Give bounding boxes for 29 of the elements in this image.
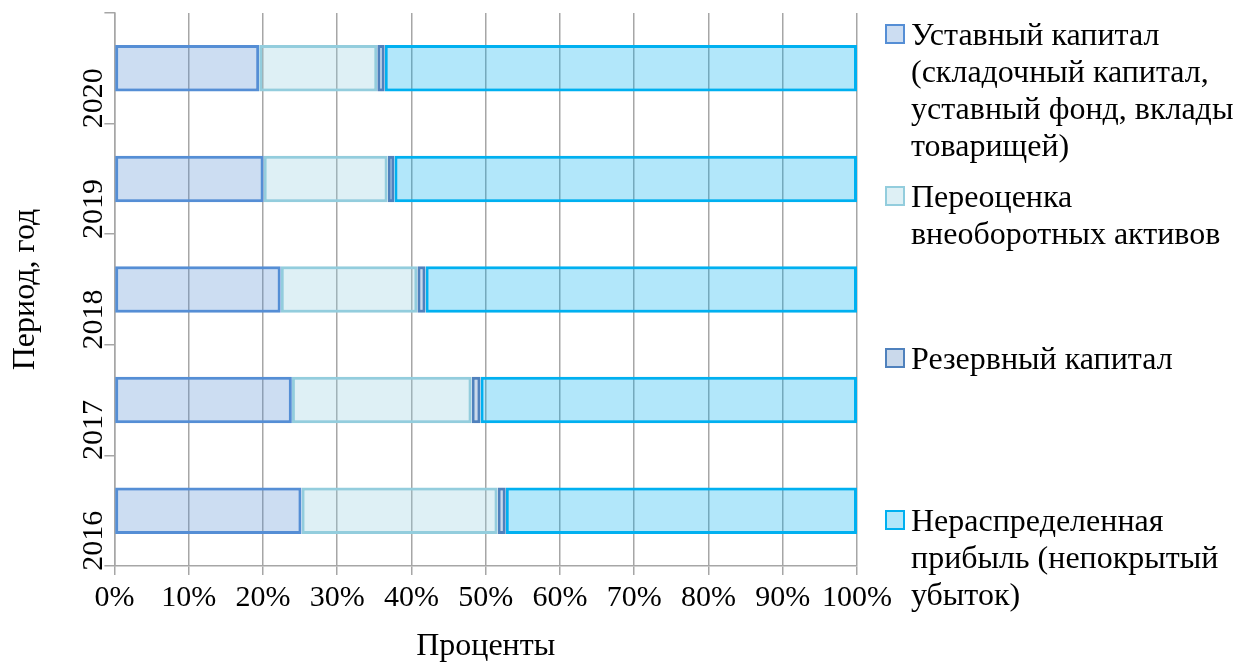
legend-label: Уставный капитал (складочный капитал, уставный фонд, вклады товарищей) bbox=[911, 16, 1235, 164]
bar bbox=[497, 487, 506, 534]
bar bbox=[417, 266, 426, 313]
legend-label: Нераспределенная прибыль (непокрытый убыток) bbox=[911, 502, 1220, 613]
x-tick-label: 50% bbox=[458, 578, 514, 612]
x-tick-label: 70% bbox=[606, 578, 662, 612]
y-tick-label: 2019 bbox=[75, 178, 109, 239]
x-tick-label: 90% bbox=[755, 578, 811, 612]
x-tick-label: 30% bbox=[309, 578, 365, 612]
legend-label: Переоценка внеоборотных активов bbox=[911, 178, 1222, 252]
x-tick-label: 0% bbox=[94, 578, 135, 612]
y-tick-label: 2016 bbox=[75, 510, 109, 571]
y-tick-label: 2020 bbox=[75, 68, 109, 129]
y-axis-title: Период, год bbox=[4, 208, 41, 371]
x-axis-title: Проценты bbox=[416, 626, 556, 663]
bar bbox=[115, 376, 292, 424]
bar bbox=[115, 155, 264, 203]
x-tick-label: 80% bbox=[680, 578, 736, 612]
x-tick-label: 10% bbox=[161, 578, 217, 612]
bar bbox=[471, 376, 481, 424]
bar bbox=[115, 266, 281, 313]
bar bbox=[394, 155, 857, 203]
y-tick-label: 2018 bbox=[75, 289, 109, 350]
y-tick-label: 2017 bbox=[75, 400, 109, 461]
x-tick-label: 60% bbox=[532, 578, 588, 612]
x-tick-label: 20% bbox=[235, 578, 291, 612]
legend-label: Резервный капитал bbox=[911, 340, 1174, 377]
x-tick-label: 40% bbox=[383, 578, 439, 612]
x-tick-label: 100% bbox=[822, 578, 892, 612]
